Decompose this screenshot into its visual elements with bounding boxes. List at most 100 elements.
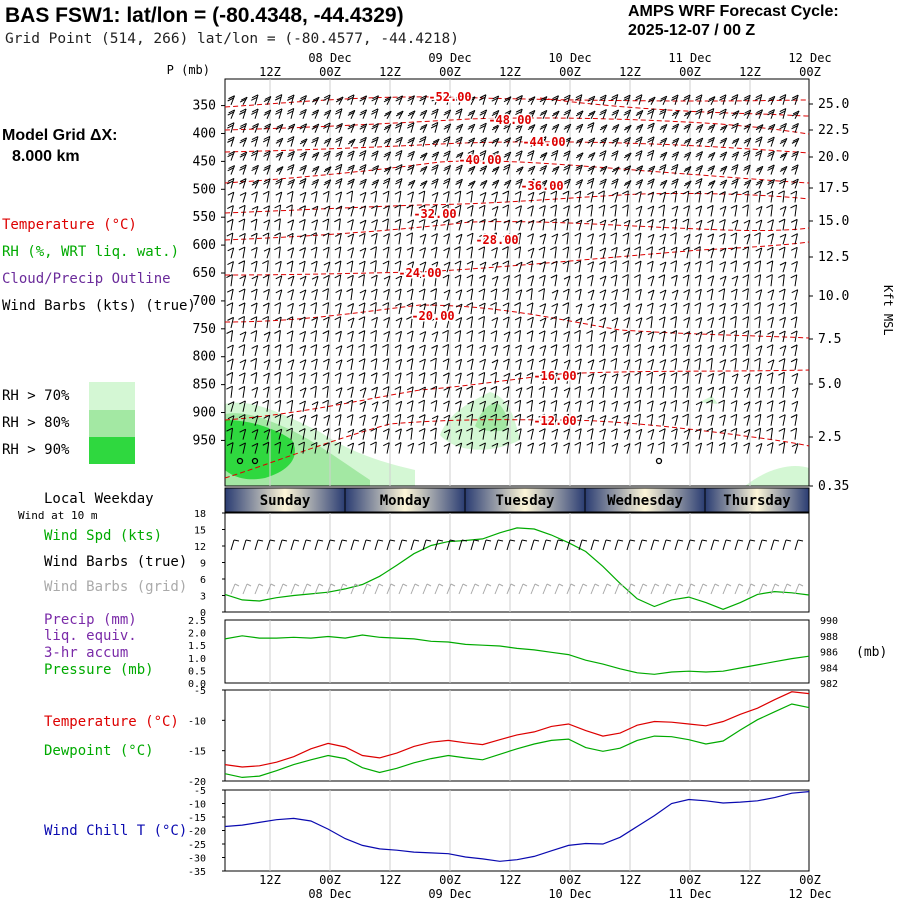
wind-barb-flag [647, 138, 654, 143]
wind-barb-flag [768, 150, 775, 155]
wind-barb-flag [671, 163, 679, 168]
wind-barb [230, 165, 236, 175]
wind-barb [458, 317, 463, 329]
wind-barb [734, 94, 739, 105]
wind-barb [554, 190, 558, 203]
wind-barb-flag [322, 232, 330, 237]
wind-barb [434, 261, 439, 273]
wind-barb-flag [239, 139, 246, 144]
wind-barb-flag [670, 190, 677, 195]
wind-barb-flag [431, 331, 439, 336]
wind-barb [410, 261, 415, 273]
wind-barb-flag [418, 274, 426, 279]
wind-barb-flag [515, 152, 522, 157]
wind-barb [386, 247, 390, 259]
wind-barb-flag [383, 316, 390, 321]
wind-barb-flag [588, 165, 595, 170]
wind-barb-flag [647, 428, 655, 433]
wind-barb-flag [623, 247, 630, 252]
wind-barb [266, 429, 271, 440]
wind-barb-flag [226, 302, 233, 307]
grid-wind-barb [770, 583, 776, 595]
wind-barb-flag [551, 233, 558, 238]
wind-barb-flag [358, 358, 366, 363]
wind-barb [398, 428, 402, 440]
wind-barb-flag [239, 108, 247, 113]
wind-barb-flag [718, 442, 726, 446]
wind-barb-flag [371, 316, 378, 321]
wind-barb-flag [455, 125, 463, 130]
wind-barb [566, 150, 571, 161]
wind-barb-flag [636, 179, 643, 184]
wind-barb [542, 261, 547, 273]
wind-barb [362, 358, 366, 370]
wind-barb-flag [310, 441, 318, 446]
wind-barb-flag [646, 260, 654, 265]
wind-barb-flag [443, 136, 451, 141]
wind-barb [722, 151, 728, 161]
wind-barb [278, 414, 282, 426]
wind-barb [686, 317, 691, 329]
wind-barb [242, 386, 246, 398]
wind-barb-flag [466, 358, 474, 363]
wind-barb-flag [779, 125, 786, 130]
grid-wind-barb-flag [234, 583, 240, 587]
wind-barb-flag [312, 179, 319, 183]
wind-barb [470, 219, 474, 231]
wind-barb [782, 386, 785, 398]
wind-barb-flag [623, 182, 631, 186]
wind-barb [506, 233, 510, 245]
wind-barb [686, 180, 692, 189]
wind-barb [698, 401, 703, 412]
wind-barb-flag [563, 442, 570, 447]
wind-barb-flag [287, 153, 294, 158]
wind-barb [590, 122, 595, 133]
wind-barb [578, 289, 582, 301]
wind-barb-flag [551, 428, 558, 433]
wind-barb [362, 150, 367, 161]
wind-barb-flag [299, 330, 306, 335]
wind-barb [458, 191, 462, 203]
wind-barb [794, 164, 799, 175]
wind-barb-flag [670, 372, 678, 377]
wind-barb-flag [418, 190, 425, 195]
wind-barb [518, 219, 523, 231]
wind-barb-flag [468, 123, 476, 128]
wind-barb [542, 428, 546, 440]
wind-barb-flag [311, 111, 318, 116]
wind-barb-flag [395, 358, 402, 363]
wind-barb [686, 234, 691, 245]
legend-cloud: Cloud/Precip Outline [2, 271, 171, 287]
wind-barb-flag [287, 136, 295, 141]
wind-barb [266, 191, 270, 203]
wind-barb-flag [347, 205, 355, 210]
wind-barb [494, 386, 498, 398]
wind-barb-flag [250, 316, 258, 321]
precip-tick: 0.5 [188, 666, 206, 677]
wind-barb-flag [778, 180, 786, 185]
wind-barb-flag [503, 219, 510, 224]
wind-barb-flag [514, 413, 521, 418]
wind-barb-flag [335, 178, 343, 182]
wind-barb-flag [539, 181, 547, 186]
wind-barb-flag [778, 110, 786, 115]
wind-barb-flag [720, 124, 728, 129]
wind-barb [506, 110, 512, 119]
wind-barb-flag [456, 136, 463, 141]
wind-barb-flag [250, 357, 257, 362]
wind-barb-flag [335, 345, 343, 350]
wind-barb-flag [742, 344, 749, 348]
wind-barb-flag [324, 166, 332, 171]
wind-barb-flag [287, 247, 294, 252]
wind-barb [710, 191, 714, 203]
wind-barb [422, 152, 428, 161]
wind-barb-flag [790, 218, 798, 223]
wind-barb [686, 358, 690, 370]
wind-barb-flag [263, 111, 271, 116]
wind-barb-flag [479, 150, 487, 154]
grid-wind-barb-flag [678, 583, 684, 587]
wind-barb-flag [660, 179, 668, 184]
wind-barb [422, 124, 428, 133]
wind-barb-flag [550, 386, 558, 391]
wind-barb [782, 123, 787, 133]
